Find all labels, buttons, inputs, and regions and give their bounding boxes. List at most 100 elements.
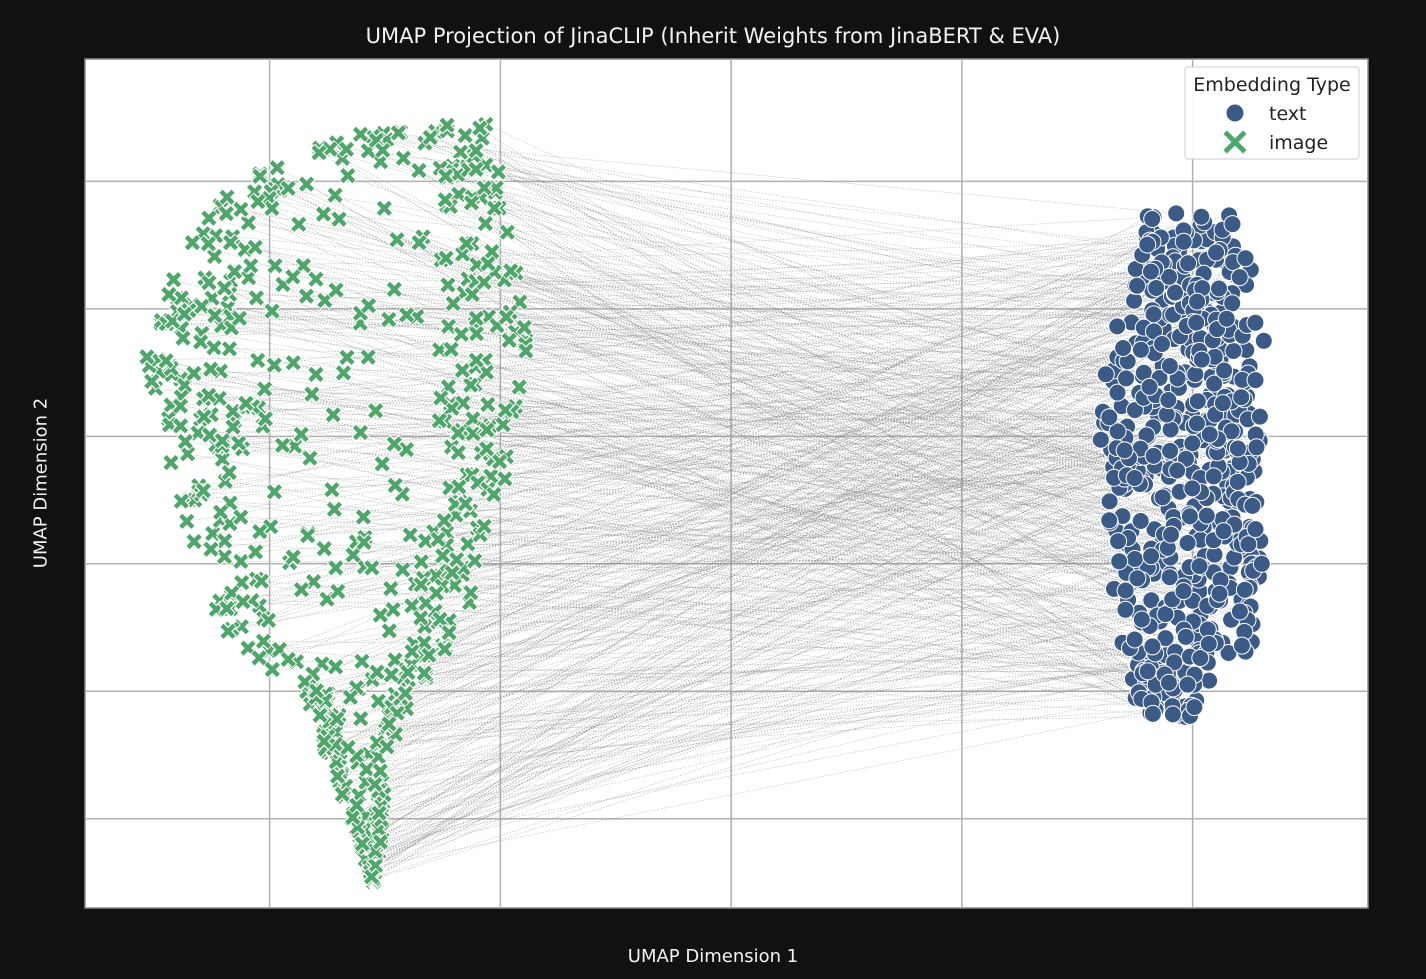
image-point [495, 469, 514, 488]
pair-line [461, 310, 1194, 335]
image-point [368, 733, 387, 752]
pair-line [506, 232, 1187, 318]
pair-line [419, 242, 1106, 414]
image-point [438, 276, 457, 294]
pair-line [226, 395, 1248, 609]
pair-line [230, 242, 1216, 362]
text-point [1200, 425, 1219, 444]
pair-line [357, 409, 1240, 828]
text-point [1217, 309, 1236, 328]
text-point [1153, 488, 1172, 507]
text-point [1096, 365, 1115, 384]
image-point [490, 452, 509, 471]
image-point [475, 517, 494, 536]
text-point [1191, 649, 1210, 667]
image-point [328, 582, 347, 601]
text-point [1125, 630, 1144, 649]
pair-line [381, 476, 1170, 820]
pair-line [485, 223, 1141, 485]
pair-line [282, 284, 1171, 470]
pair-line [420, 327, 1144, 619]
pair-line [215, 235, 1252, 556]
text-point [1161, 420, 1180, 439]
pair-line [319, 285, 1138, 716]
image-point [157, 351, 176, 370]
image-point [351, 125, 370, 144]
pair-line [334, 566, 1190, 729]
image-point [476, 214, 495, 233]
pair-line [292, 276, 1135, 301]
image-point [200, 426, 219, 445]
pair-line [476, 359, 1164, 542]
image-point [403, 642, 421, 661]
pair-line [232, 413, 1218, 428]
pair-line [364, 296, 1189, 538]
image-point [172, 288, 191, 307]
text-point [1235, 580, 1254, 599]
pair-line [241, 582, 1142, 700]
image-point [467, 160, 485, 179]
pair-line [398, 132, 1218, 293]
pair-line [485, 124, 1104, 412]
pair-line [366, 674, 1159, 817]
text-point [1156, 629, 1175, 648]
image-point [411, 608, 430, 627]
image-point [289, 215, 308, 234]
pair-line [365, 660, 1183, 783]
image-point [394, 149, 413, 168]
pair-line [402, 569, 1139, 653]
pair-line [201, 292, 1212, 334]
pair-line [180, 284, 1191, 407]
pair-line [365, 399, 1155, 860]
legend: Embedding Type text image [1184, 66, 1360, 160]
pair-line [201, 438, 1260, 495]
pair-line [459, 440, 1217, 502]
pair-line [166, 360, 1245, 633]
image-point [461, 583, 480, 602]
text-point [1247, 438, 1266, 457]
text-point [1100, 492, 1119, 511]
image-point [389, 123, 408, 142]
text-point [1115, 441, 1134, 460]
image-point [250, 167, 269, 186]
image-point [297, 175, 316, 194]
pair-line [171, 368, 1256, 564]
pair-line [373, 306, 1184, 882]
pair-line [496, 187, 1174, 715]
image-point [194, 481, 213, 500]
text-point [1187, 313, 1206, 332]
image-point [398, 663, 417, 682]
text-point [1183, 434, 1202, 453]
pair-line [335, 373, 1196, 745]
pair-line [261, 580, 1208, 663]
image-point [330, 210, 349, 229]
image-point [401, 526, 420, 544]
pair-line [306, 249, 1220, 297]
text-point [1174, 582, 1193, 601]
pair-line [325, 488, 1193, 750]
image-point [224, 418, 242, 436]
image-point [412, 575, 430, 594]
text-point [1230, 602, 1249, 621]
pair-line [375, 547, 1168, 866]
image-point [315, 732, 334, 751]
text-point [1160, 568, 1179, 587]
image-point [467, 324, 486, 343]
text-point [1166, 283, 1185, 302]
image-point [162, 453, 180, 472]
text-point [1159, 673, 1178, 692]
pair-line [372, 611, 1170, 879]
text-point [1108, 383, 1127, 402]
pair-line [194, 499, 1152, 557]
image-point [477, 363, 496, 382]
pair-line [372, 379, 1243, 868]
image-point [194, 407, 213, 426]
pair-line [220, 352, 1155, 513]
pair-line [279, 190, 1249, 573]
pair-line [377, 477, 1201, 743]
pair-line [381, 652, 1200, 790]
image-point [266, 256, 284, 275]
image-point [292, 580, 311, 599]
pair-line [321, 485, 1234, 712]
image-point [489, 162, 508, 181]
